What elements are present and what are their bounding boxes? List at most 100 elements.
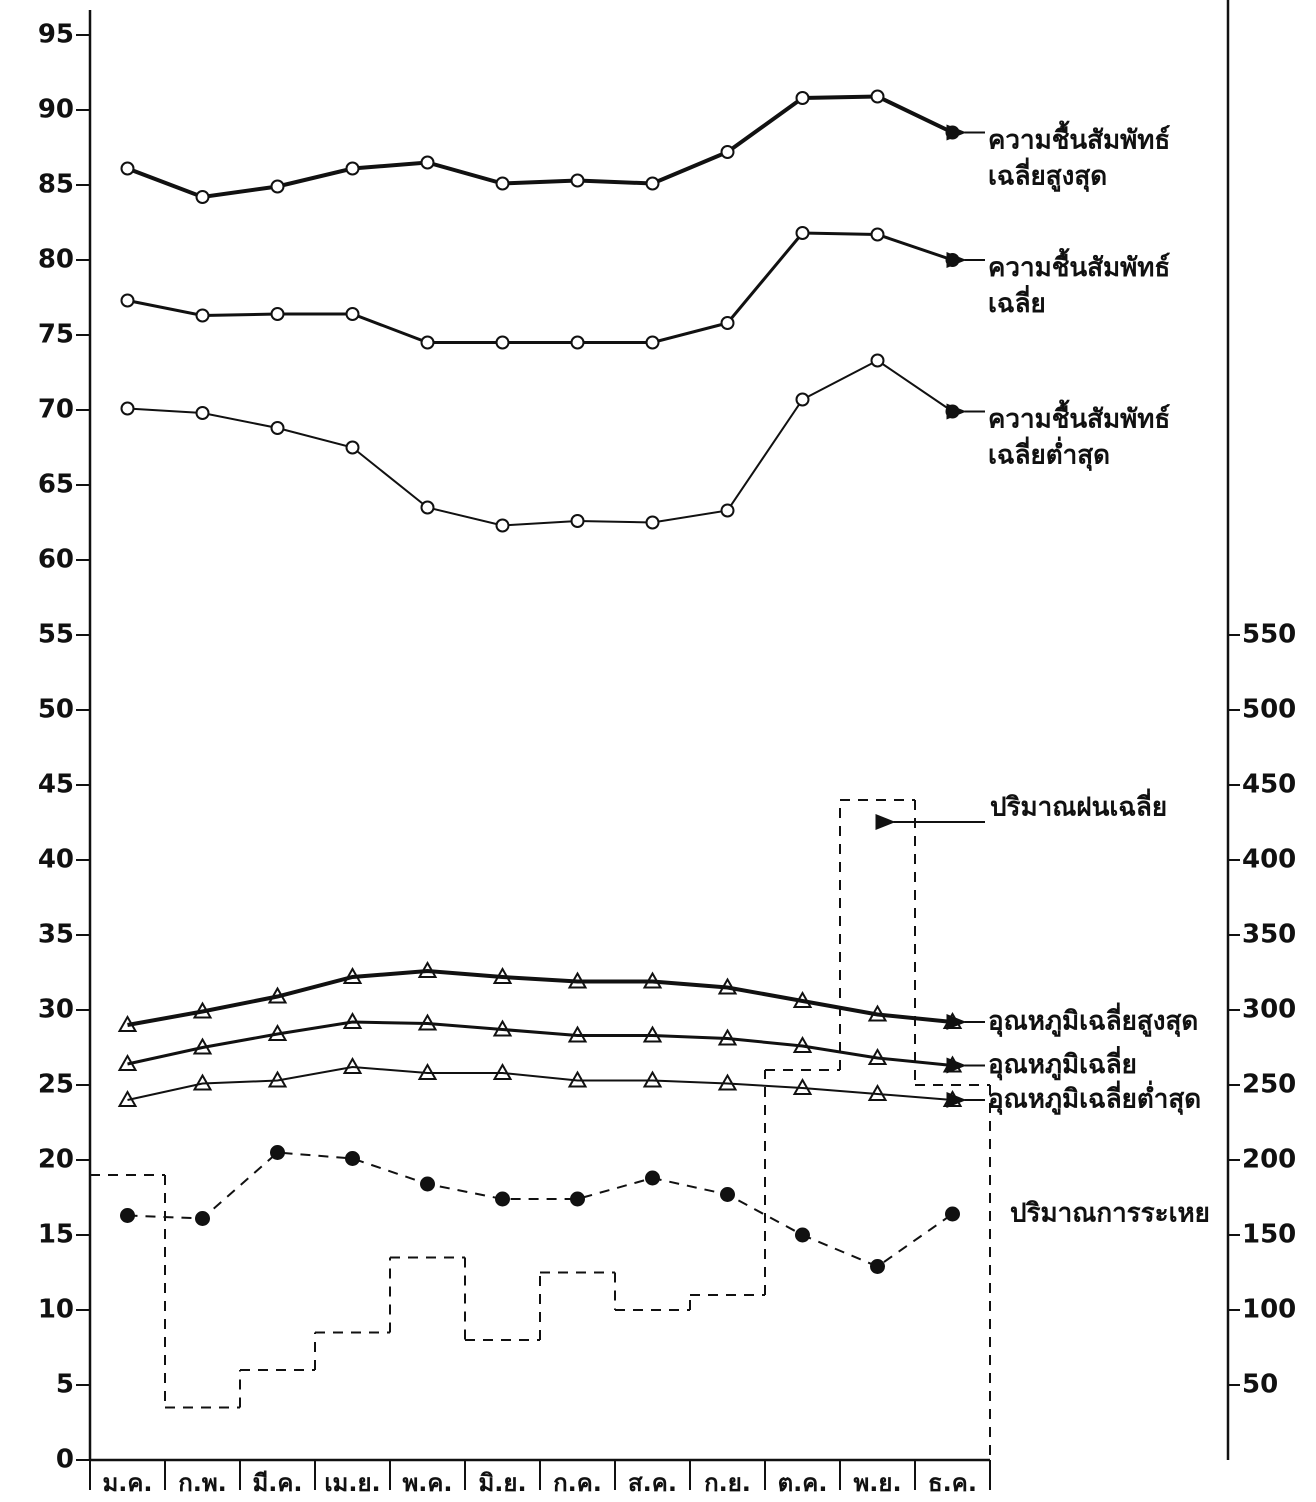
y2-tick-label: 250 — [1242, 1070, 1296, 1100]
y-tick-label: 20 — [38, 1145, 74, 1175]
x-tick-label: เม.ย. — [324, 1469, 380, 1497]
point — [422, 157, 434, 169]
point — [872, 355, 884, 367]
x-tick-label: มี.ค. — [252, 1469, 302, 1497]
point — [796, 1228, 810, 1242]
series-line — [128, 971, 953, 1025]
x-tick-label: พ.ค. — [402, 1469, 452, 1497]
point — [947, 127, 959, 139]
y-tick-label: 65 — [38, 470, 74, 500]
y2-tick-label: 400 — [1242, 845, 1296, 875]
x-tick-label: ก.พ. — [178, 1469, 227, 1497]
series-label: ปริมาณฝนเฉลี่ย — [990, 788, 1167, 823]
point — [346, 1152, 360, 1166]
point — [421, 1177, 435, 1191]
y-tick-label: 0 — [56, 1445, 74, 1475]
point — [272, 181, 284, 193]
series-line — [128, 1022, 953, 1066]
y-tick-label: 35 — [38, 920, 74, 950]
point — [572, 337, 584, 349]
point — [647, 517, 659, 529]
point — [347, 442, 359, 454]
series-label: อุณหภูมิเฉลี่ยต่ำสุด — [988, 1080, 1201, 1116]
point — [121, 1209, 135, 1223]
point — [271, 1146, 285, 1160]
point — [797, 92, 809, 104]
y-tick-label: 5 — [56, 1370, 74, 1400]
point — [572, 515, 584, 527]
series-label: อุณหภูมิเฉลี่ย — [988, 1045, 1137, 1081]
y-tick-label: 55 — [38, 620, 74, 650]
x-tick-label: ก.ย. — [704, 1469, 751, 1497]
point — [496, 1192, 510, 1206]
y-tick-label: 85 — [38, 170, 74, 200]
point — [871, 1260, 885, 1274]
series-line — [128, 1153, 953, 1267]
point — [797, 394, 809, 406]
point — [422, 502, 434, 514]
page: 0510152025303540455055606570758085909550… — [0, 0, 1316, 1502]
point — [722, 505, 734, 517]
point — [347, 308, 359, 320]
y2-tick-label: 500 — [1242, 695, 1296, 725]
y-tick-label: 95 — [38, 20, 74, 50]
y-tick-label: 10 — [38, 1295, 74, 1325]
x-tick-label: ก.ค. — [553, 1469, 602, 1497]
y2-tick-label: 200 — [1242, 1145, 1296, 1175]
point — [497, 178, 509, 190]
point — [122, 295, 134, 307]
chart: 0510152025303540455055606570758085909550… — [0, 0, 1316, 1502]
y2-tick-label: 50 — [1242, 1370, 1278, 1400]
point — [347, 163, 359, 175]
point — [721, 1188, 735, 1202]
point — [197, 407, 209, 419]
point — [872, 229, 884, 241]
point — [722, 146, 734, 158]
point — [497, 520, 509, 532]
y2-tick-label: 450 — [1242, 770, 1296, 800]
series-line — [128, 233, 953, 343]
point — [497, 337, 509, 349]
series-label: ความชื้นสัมพัทธ์เฉลี่ยสูงสุด — [988, 119, 1170, 192]
series-label: ปริมาณการระเหย — [1010, 1199, 1210, 1229]
point — [122, 403, 134, 415]
point — [197, 310, 209, 322]
y-tick-label: 25 — [38, 1070, 74, 1100]
y-tick-label: 15 — [38, 1220, 74, 1250]
y2-tick-label: 100 — [1242, 1295, 1296, 1325]
point — [946, 1207, 960, 1221]
series-label: ความชื้นสัมพัทธ์เฉลี่ย — [988, 247, 1170, 319]
y-tick-label: 90 — [38, 95, 74, 125]
point — [122, 163, 134, 175]
y2-tick-label: 350 — [1242, 920, 1296, 950]
y-tick-label: 50 — [38, 695, 74, 725]
point — [272, 422, 284, 434]
y-tick-label: 60 — [38, 545, 74, 575]
point — [197, 191, 209, 203]
point — [572, 175, 584, 187]
point — [272, 308, 284, 320]
point — [947, 254, 959, 266]
point — [647, 337, 659, 349]
point — [722, 317, 734, 329]
x-tick-label: ส.ค. — [628, 1469, 677, 1497]
x-tick-label: ต.ค. — [778, 1469, 828, 1497]
point — [422, 337, 434, 349]
series-line — [128, 361, 953, 526]
y-tick-label: 70 — [38, 395, 74, 425]
y2-tick-label: 550 — [1242, 620, 1296, 650]
x-tick-label: มิ.ย. — [478, 1469, 526, 1497]
series-label: ความชื้นสัมพัทธ์เฉลี่ยต่ำสุด — [988, 398, 1170, 471]
y-tick-label: 30 — [38, 995, 74, 1025]
x-tick-label: ม.ค. — [102, 1469, 152, 1497]
point — [872, 91, 884, 103]
series-label: อุณหภูมิเฉลี่ยสูงสุด — [988, 1002, 1198, 1038]
point — [647, 178, 659, 190]
y-tick-label: 75 — [38, 320, 74, 350]
point — [646, 1171, 660, 1185]
x-tick-label: ธ.ค. — [928, 1469, 977, 1497]
series-line — [128, 97, 953, 198]
y-tick-label: 40 — [38, 845, 74, 875]
y2-tick-label: 150 — [1242, 1220, 1296, 1250]
point — [797, 227, 809, 239]
